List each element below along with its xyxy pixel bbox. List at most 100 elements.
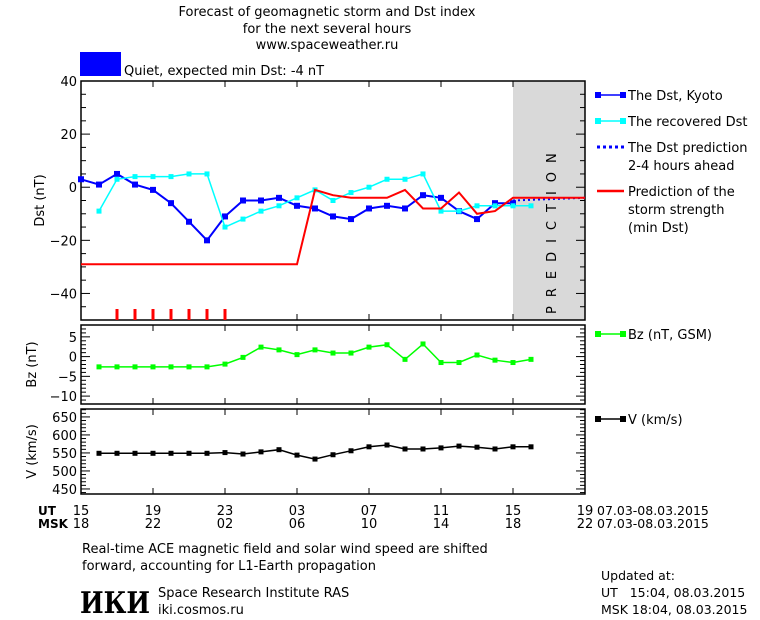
msk-tick-label: 22	[145, 517, 162, 532]
y-tick-label: −10	[50, 390, 77, 405]
ut-tick-label: 15	[505, 504, 522, 519]
data-point-dst_kyoto	[474, 216, 480, 223]
institute-name: Space Research Institute RAS	[158, 586, 349, 601]
y-tick-label: −40	[50, 287, 77, 302]
legend-marker	[620, 92, 626, 98]
series-line-storm	[81, 188, 585, 266]
data-point-bz	[132, 364, 138, 370]
data-point-recovered	[366, 184, 372, 190]
data-point-recovered	[402, 176, 408, 182]
y-tick-label: 5	[69, 331, 77, 346]
panel-frame	[80, 408, 586, 495]
data-point-v	[420, 446, 426, 452]
data-point-bz	[258, 344, 264, 350]
data-point-dst_kyoto	[330, 213, 336, 220]
ut-tick-label: 23	[217, 504, 234, 519]
data-point-recovered	[510, 203, 516, 209]
iki-logo: ИКИ	[80, 586, 150, 620]
data-point-v	[186, 450, 192, 456]
legend-marker	[620, 331, 626, 337]
updated-msk: MSK 18:04, 08.03.2015	[601, 602, 747, 617]
data-point-dst_kyoto	[420, 192, 426, 199]
data-point-dst_kyoto	[150, 186, 156, 193]
data-point-v	[348, 448, 354, 454]
data-point-dst_kyoto	[258, 197, 264, 204]
legend-label: (min Dst)	[628, 221, 689, 236]
data-point-bz	[384, 342, 390, 348]
y-tick-label: 550	[52, 447, 77, 462]
msk-tick-label: 22	[577, 517, 594, 532]
data-point-dst_kyoto	[78, 176, 84, 183]
data-point-v	[96, 450, 102, 456]
legend-item-dst-kyoto: The Dst, Kyoto	[595, 89, 723, 104]
msk-tick-label: 06	[289, 517, 306, 532]
data-point-recovered	[384, 176, 390, 182]
legend-label: The Dst, Kyoto	[627, 89, 723, 104]
data-point-bz	[330, 350, 336, 356]
data-point-v	[258, 449, 264, 455]
data-point-recovered	[240, 216, 246, 222]
ut-date-range: 07.03-08.03.2015	[597, 503, 709, 518]
data-point-recovered	[348, 190, 354, 196]
y-tick-label: 650	[52, 411, 77, 426]
legend-item-storm-strength: Prediction of the storm strength (min Dst)	[597, 185, 735, 236]
y-tick-label: 0	[69, 181, 77, 196]
y-tick-label: 600	[52, 429, 77, 444]
institute-link-text[interactable]: iki.cosmos.ru	[158, 603, 244, 618]
data-point-bz	[366, 344, 372, 350]
msk-tick-label: 18	[505, 517, 522, 532]
data-point-bz	[96, 364, 102, 370]
data-point-recovered	[276, 203, 282, 209]
legend-label: Bz (nT, GSM)	[628, 328, 712, 343]
legend-label: Prediction of the	[628, 185, 735, 200]
panel-2: 650 600 550 500 450 V (km/s)	[25, 408, 586, 498]
data-point-bz	[402, 356, 408, 362]
data-point-dst_kyoto	[294, 202, 300, 209]
data-point-recovered	[420, 171, 426, 177]
data-point-dst_kyoto	[402, 205, 408, 212]
data-point-bz	[204, 364, 210, 370]
data-point-bz	[348, 350, 354, 356]
y-tick-label: 0	[69, 351, 77, 366]
institute-link[interactable]: iki.cosmos.ru	[158, 603, 244, 618]
data-point-v	[384, 442, 390, 448]
status-color-box	[80, 52, 121, 76]
data-point-v	[438, 445, 444, 451]
data-point-recovered	[528, 203, 534, 209]
data-point-v	[240, 451, 246, 457]
data-point-bz	[114, 364, 120, 370]
panel-1: 5 0 −5 −10 Bz (nT)	[25, 324, 586, 405]
data-point-dst_kyoto	[276, 194, 282, 201]
plot-panels: PREDICTION 40 20 0 −20 −40 Dst (nT) 5 0 −5 −10 Bz (…	[25, 75, 586, 498]
data-point-v	[222, 450, 228, 456]
site-link-text[interactable]: www.spaceweather.ru	[256, 38, 399, 53]
y-tick-label: −20	[50, 234, 77, 249]
data-point-bz	[186, 364, 192, 370]
ut-axis-label: UT	[38, 504, 57, 518]
msk-tick-label: 18	[73, 517, 90, 532]
data-point-v	[366, 444, 372, 450]
legend-item-recovered-dst: The recovered Dst	[595, 115, 747, 130]
footer-note-line2: forward, accounting for L1-Earth propaga…	[82, 559, 376, 574]
legend-item-v: V (km/s)	[595, 413, 683, 428]
data-point-dst_kyoto	[348, 216, 354, 223]
legend: The Dst, Kyoto The recovered Dst The Dst p…	[595, 89, 748, 428]
data-point-recovered	[168, 174, 174, 180]
footer-note-line1: Real-time ACE magnetic field and solar w…	[82, 542, 488, 557]
data-point-recovered	[492, 203, 498, 209]
site-link[interactable]: www.spaceweather.ru	[256, 38, 399, 53]
prediction-zone-label: PREDICTION	[545, 144, 560, 314]
chart-title-line2: for the next several hours	[243, 22, 412, 37]
data-point-dst_kyoto	[222, 213, 228, 220]
data-point-dst_kyoto	[204, 237, 210, 244]
legend-item-bz: Bz (nT, GSM)	[595, 328, 712, 343]
data-point-dst_kyoto	[114, 170, 120, 177]
legend-marker	[595, 416, 601, 422]
data-point-recovered	[96, 208, 102, 214]
legend-label: The Dst prediction	[627, 141, 748, 156]
data-point-recovered	[294, 195, 300, 201]
ut-tick-label: 15	[73, 504, 90, 519]
legend-marker	[620, 118, 626, 124]
